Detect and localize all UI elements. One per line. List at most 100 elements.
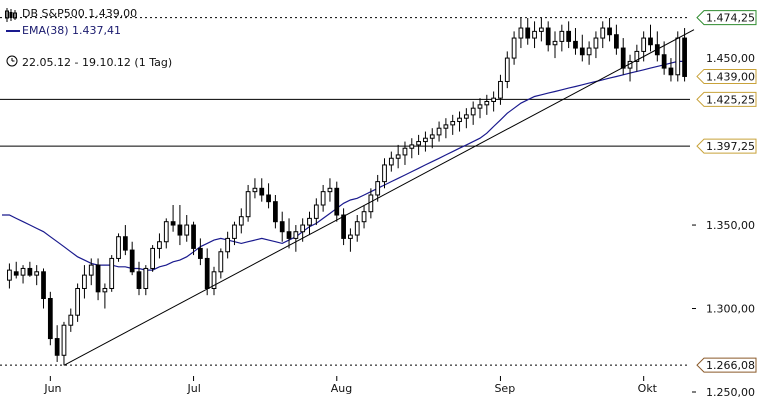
candle-down xyxy=(579,47,585,56)
candle-up xyxy=(225,237,231,253)
candle-down xyxy=(566,30,572,42)
candle-up xyxy=(327,187,333,193)
candle-down xyxy=(47,298,53,340)
price-level-label: 1.397,25 xyxy=(706,140,755,153)
candle-down xyxy=(614,34,619,49)
candle-up xyxy=(600,27,606,39)
candle-up xyxy=(675,37,681,76)
candle-up xyxy=(409,144,415,149)
candle-up xyxy=(532,30,537,39)
candle-up xyxy=(416,141,421,146)
symbol-label: DB S&P500 1.439,00 xyxy=(22,7,138,20)
candle-up xyxy=(218,251,224,273)
candle-up xyxy=(402,147,408,156)
candle-up xyxy=(307,217,312,226)
candle-up xyxy=(143,267,149,289)
candle-up xyxy=(163,221,169,243)
candle-down xyxy=(129,249,135,273)
price-level-badge xyxy=(696,10,757,26)
candle-down xyxy=(279,221,285,233)
x-tick-label: Aug xyxy=(331,382,352,395)
candle-down xyxy=(170,221,176,226)
candle-down xyxy=(668,67,674,76)
candle-up xyxy=(245,191,251,218)
candle-up xyxy=(382,164,387,183)
candle-up xyxy=(552,40,558,46)
candle-up xyxy=(457,117,462,123)
candle-down xyxy=(682,37,687,77)
candlestick-icon xyxy=(5,8,17,22)
candle-down xyxy=(177,224,183,236)
candle-up xyxy=(184,224,190,236)
candle-up xyxy=(157,241,162,249)
candle-up xyxy=(109,257,115,289)
candle-up xyxy=(586,47,592,56)
candle-down xyxy=(136,271,142,289)
candle-up xyxy=(361,211,367,223)
candle-up xyxy=(320,191,326,206)
y-tick-label: 1.350,00 xyxy=(706,219,755,232)
candle-up xyxy=(634,50,640,62)
x-tick-label: Jul xyxy=(187,382,201,395)
price-level-label: 1.450,00 xyxy=(706,52,755,65)
candle-up xyxy=(293,231,299,239)
candle-up xyxy=(354,221,360,236)
candle-down xyxy=(27,267,33,276)
candle-down xyxy=(648,37,653,46)
y-tick-label: 1.300,00 xyxy=(706,303,755,316)
candle-up xyxy=(388,157,394,166)
price-level-badge xyxy=(696,91,757,107)
candle-down xyxy=(573,40,578,49)
price-level-label: 1.266,08 xyxy=(706,359,755,372)
candle-up xyxy=(34,271,40,276)
candle-up xyxy=(20,267,26,276)
price-level-label: 1.425,25 xyxy=(706,93,755,106)
candle-up xyxy=(313,204,319,219)
price-level-badge xyxy=(696,68,757,84)
candle-down xyxy=(266,194,271,203)
candle-up xyxy=(368,194,374,213)
candle-down xyxy=(54,338,60,356)
candle-down xyxy=(341,214,346,239)
candle-up xyxy=(116,236,121,259)
x-tick-label: Sep xyxy=(494,382,515,395)
candle-up xyxy=(593,37,599,49)
price-level-badge xyxy=(696,357,757,373)
candle-up xyxy=(61,324,67,356)
candle-down xyxy=(197,247,203,259)
candle-up xyxy=(518,27,524,39)
x-tick-label: Jun xyxy=(43,382,61,395)
price-level-label: 1.439,00 xyxy=(706,70,755,83)
candle-up xyxy=(443,124,449,129)
candle-up xyxy=(75,287,80,316)
ema-label: EMA(38) 1.437,41 xyxy=(22,24,122,37)
x-tick-label: Okt xyxy=(638,382,658,395)
candle-down xyxy=(41,271,46,300)
candle-up xyxy=(211,271,217,289)
candle-up xyxy=(348,234,353,239)
candle-up xyxy=(82,274,87,289)
candle-up xyxy=(477,104,483,109)
candle-up xyxy=(463,114,469,119)
candle-up xyxy=(450,121,456,126)
candle-up xyxy=(504,57,510,82)
price-level-badge xyxy=(696,138,757,154)
candle-up xyxy=(470,107,476,116)
candle-down xyxy=(620,47,626,69)
candle-up xyxy=(7,269,12,281)
candle-down xyxy=(122,236,128,251)
trendline xyxy=(63,29,695,366)
candle-down xyxy=(13,271,19,276)
candle-up xyxy=(102,287,108,293)
candle-down xyxy=(204,257,210,289)
candle-up xyxy=(423,137,428,143)
candle-up xyxy=(498,80,503,99)
candle-down xyxy=(545,27,551,46)
candle-up xyxy=(511,37,517,59)
candle-up xyxy=(395,154,401,159)
candle-down xyxy=(286,231,292,239)
candle-down xyxy=(607,27,612,36)
candle-up xyxy=(375,181,381,196)
candle-up xyxy=(150,247,156,269)
